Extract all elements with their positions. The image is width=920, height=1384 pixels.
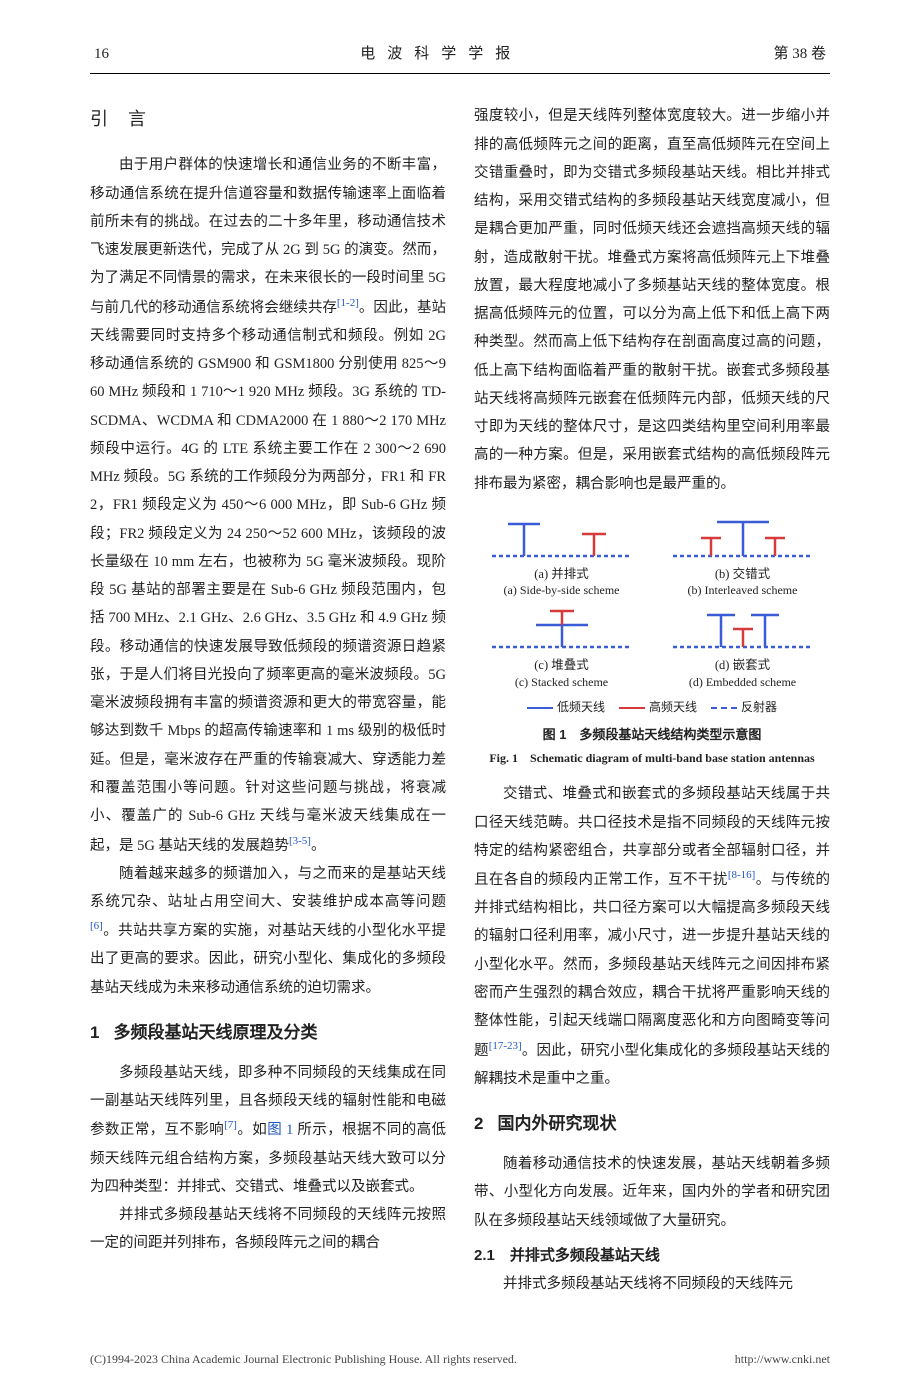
legend-label: 高频天线 <box>649 696 697 719</box>
figure-1-panel-a: (a) 并排式 (a) Side-by-side scheme <box>474 512 649 599</box>
text: 。因此，研究小型化集成化的多频段基站天线的解耦技术是重中之重。 <box>474 1042 830 1086</box>
citation-link[interactable]: [8-16] <box>728 869 756 881</box>
section-title: 国内外研究现状 <box>497 1114 616 1133</box>
legend-reflector: 反射器 <box>711 696 777 719</box>
sublabel-cn: (d) 嵌套式 <box>655 657 830 675</box>
legend-label: 反射器 <box>741 696 777 719</box>
copyright-text: (C)1994-2023 China Academic Journal Elec… <box>90 1348 517 1371</box>
section-title: 多频段基站天线原理及分类 <box>113 1023 317 1042</box>
section-number: 1 <box>90 1023 99 1042</box>
volume-label: 第 38 卷 <box>773 40 826 69</box>
intro-heading: 引言 <box>90 102 446 137</box>
legend-low-freq: 低频天线 <box>527 696 605 719</box>
figure-link[interactable]: 图 1 <box>267 1122 293 1138</box>
legend-label: 低频天线 <box>557 696 605 719</box>
schematic-a-icon <box>482 512 642 564</box>
section-1-heading: 1 多频段基站天线原理及分类 <box>90 1016 446 1049</box>
journal-title: 电波科学学报 <box>360 40 522 69</box>
legend-line-icon <box>619 707 645 709</box>
subsection-title: 并排式多频段基站天线 <box>510 1247 660 1264</box>
text: 随着越来越多的频谱加入，与之而来的是基站天线系统冗杂、站址占用空间大、安装维护成… <box>90 866 446 910</box>
figure-1-caption-en: Fig. 1 Schematic diagram of multi-band b… <box>474 747 830 770</box>
figure-1-caption-cn: 图 1 多频段基站天线结构类型示意图 <box>474 722 830 747</box>
footer-url[interactable]: http://www.cnki.net <box>735 1348 830 1371</box>
sublabel-en: (d) Embedded scheme <box>655 675 830 691</box>
sec2-paragraph-1: 随着移动通信技术的快速发展，基站天线朝着多频带、小型化方向发展。近年来，国内外的… <box>474 1150 830 1235</box>
sec2-1-paragraph: 并排式多频段基站天线将不同频段的天线阵元 <box>474 1270 830 1298</box>
figure-1: (a) 并排式 (a) Side-by-side scheme <box>474 512 830 770</box>
text: 。因此，基站天线需要同时支持多个移动通信制式和频段。例如 2G 移动通信系统的 … <box>90 300 446 854</box>
sublabel-cn: (a) 并排式 <box>474 566 649 584</box>
page-number: 16 <box>94 40 109 69</box>
left-column: 引言 由于用户群体的快速增长和通信业务的不断丰富，移动通信系统在提升信道容量和数… <box>90 102 446 1298</box>
schematic-c-icon <box>482 603 642 655</box>
page-footer: (C)1994-2023 China Academic Journal Elec… <box>0 1328 920 1383</box>
text: 。与传统的并排式结构相比，共口径方案可以大幅提高多频段天线的辐射口径利用率，减小… <box>474 872 830 1058</box>
page-header: 16 电波科学学报 第 38 卷 <box>90 40 830 74</box>
figure-1-panel-c: (c) 堆叠式 (c) Stacked scheme <box>474 603 649 690</box>
figure-1-panel-b: (b) 交错式 (b) Interleaved scheme <box>655 512 830 599</box>
citation-link[interactable]: [1-2] <box>337 297 359 309</box>
intro-paragraph-1: 由于用户群体的快速增长和通信业务的不断丰富，移动通信系统在提升信道容量和数据传输… <box>90 151 446 859</box>
sec1-paragraph-1: 多频段基站天线，即多种不同频段的天线集成在同一副基站天线阵列里，且各频段天线的辐… <box>90 1059 446 1201</box>
sublabel-cn: (b) 交错式 <box>655 566 830 584</box>
sec1-paragraph-2: 并排式多频段基站天线将不同频段的天线阵元按照一定的间距并列排布，各频段阵元之间的… <box>90 1201 446 1258</box>
text: 。 <box>311 837 326 853</box>
text: 。共站共享方案的实施，对基站天线的小型化水平提出了更高的要求。因此，研究小型化、… <box>90 923 446 996</box>
section-2-heading: 2 国内外研究现状 <box>474 1107 830 1140</box>
sublabel-en: (b) Interleaved scheme <box>655 583 830 599</box>
figure-1-legend: 低频天线 高频天线 反射器 <box>474 696 830 719</box>
citation-link[interactable]: [3-5] <box>289 835 311 847</box>
sublabel-cn: (c) 堆叠式 <box>474 657 649 675</box>
legend-line-icon <box>527 707 553 709</box>
subsection-2-1-heading: 2.1 并排式多频段基站天线 <box>474 1241 830 1270</box>
right-column: 强度较小，但是天线阵列整体宽度较大。进一步缩小并排的高低频阵元之间的距离，直至高… <box>474 102 830 1298</box>
citation-link[interactable]: [17-23] <box>489 1040 522 1052</box>
schematic-b-icon <box>663 512 823 564</box>
col2-after-fig: 交错式、堆叠式和嵌套式的多频段基站天线属于共口径天线范畴。共口径技术是指不同频段… <box>474 780 830 1093</box>
col2-continuation: 强度较小，但是天线阵列整体宽度较大。进一步缩小并排的高低频阵元之间的距离，直至高… <box>474 102 830 498</box>
subsection-number: 2.1 <box>474 1247 495 1264</box>
legend-line-icon <box>711 707 737 709</box>
sublabel-en: (c) Stacked scheme <box>474 675 649 691</box>
text: 。如 <box>237 1122 267 1138</box>
text: 由于用户群体的快速增长和通信业务的不断丰富，移动通信系统在提升信道容量和数据传输… <box>90 157 446 315</box>
schematic-d-icon <box>663 603 823 655</box>
sublabel-en: (a) Side-by-side scheme <box>474 583 649 599</box>
citation-link[interactable]: [7] <box>224 1119 237 1131</box>
section-number: 2 <box>474 1114 483 1133</box>
legend-high-freq: 高频天线 <box>619 696 697 719</box>
figure-1-panel-d: (d) 嵌套式 (d) Embedded scheme <box>655 603 830 690</box>
citation-link[interactable]: [6] <box>90 920 103 932</box>
intro-paragraph-2: 随着越来越多的频谱加入，与之而来的是基站天线系统冗杂、站址占用空间大、安装维护成… <box>90 860 446 1002</box>
